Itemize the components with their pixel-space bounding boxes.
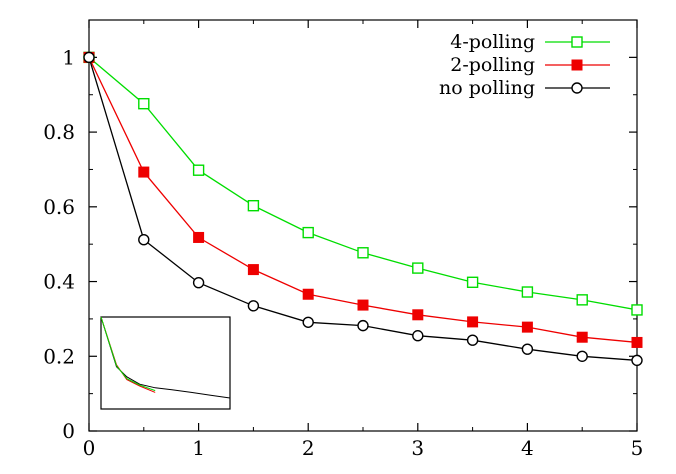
series-no-polling [83, 51, 643, 367]
legend-label-4-polling: 4-polling [450, 31, 535, 53]
series-line-4-polling [88, 56, 638, 311]
x-tick-label: 4 [521, 436, 534, 460]
y-tick-label: 1 [62, 45, 75, 69]
data-point-no-polling [247, 300, 260, 312]
data-point-4-polling [521, 286, 534, 298]
inset-chart [100, 316, 231, 410]
x-tick-label: 1 [192, 436, 205, 460]
inset-frame [100, 316, 231, 410]
series-layer [83, 51, 643, 367]
data-point-no-polling [138, 233, 150, 246]
data-point-2-polling [467, 316, 479, 328]
data-point-2-polling [576, 331, 588, 343]
series-line-no-polling [88, 57, 638, 362]
data-point-2-polling [521, 321, 533, 333]
data-point-2-polling [357, 299, 369, 311]
data-point-no-polling [192, 276, 205, 289]
x-axis: 0 1 2 3 4 5 [83, 20, 644, 460]
legend-label-no-polling: no polling [439, 77, 535, 99]
series-2-polling [83, 51, 643, 348]
data-point-4-polling [138, 97, 150, 110]
data-point-4-polling [631, 304, 643, 316]
series-4-polling [83, 51, 643, 316]
data-point-2-polling [412, 309, 424, 321]
legend-marker-no-polling [571, 82, 583, 94]
y-tick-label: 0 [62, 419, 75, 443]
data-point-4-polling [357, 247, 369, 259]
data-point-no-polling [576, 350, 588, 362]
legend-marker-4-polling [571, 36, 583, 48]
data-point-2-polling [302, 288, 314, 300]
data-point-4-polling [247, 199, 260, 212]
data-point-no-polling [521, 343, 534, 355]
y-tick-label: 0.6 [43, 195, 75, 219]
data-point-2-polling [631, 336, 643, 348]
y-tick-label: 0.8 [43, 120, 75, 144]
data-point-2-polling [138, 166, 150, 178]
legend-marker-2-polling [571, 59, 583, 71]
y-tick-label: 0.2 [43, 344, 75, 368]
data-point-no-polling [631, 354, 643, 367]
legend-label-2-polling: 2-polling [450, 54, 535, 76]
data-point-2-polling [193, 231, 205, 243]
x-tick-label: 2 [302, 436, 315, 460]
data-point-no-polling [83, 51, 95, 64]
y-tick-label: 0.4 [43, 270, 75, 294]
data-point-4-polling [466, 276, 479, 288]
data-point-4-polling [302, 226, 314, 239]
data-point-4-polling [576, 294, 588, 306]
data-point-no-polling [357, 319, 369, 332]
data-point-4-polling [412, 262, 424, 274]
data-point-2-polling [247, 264, 259, 276]
x-tick-label: 0 [83, 436, 96, 460]
data-point-4-polling [192, 164, 205, 176]
y-axis: 0 0.2 0.4 0.6 0.8 1 [43, 45, 637, 443]
data-point-no-polling [302, 316, 314, 328]
x-tick-label: 3 [411, 436, 424, 460]
x-tick-label: 5 [631, 436, 644, 460]
inset-series-line [100, 316, 156, 392]
data-point-no-polling [466, 334, 479, 346]
data-point-no-polling [412, 330, 424, 342]
